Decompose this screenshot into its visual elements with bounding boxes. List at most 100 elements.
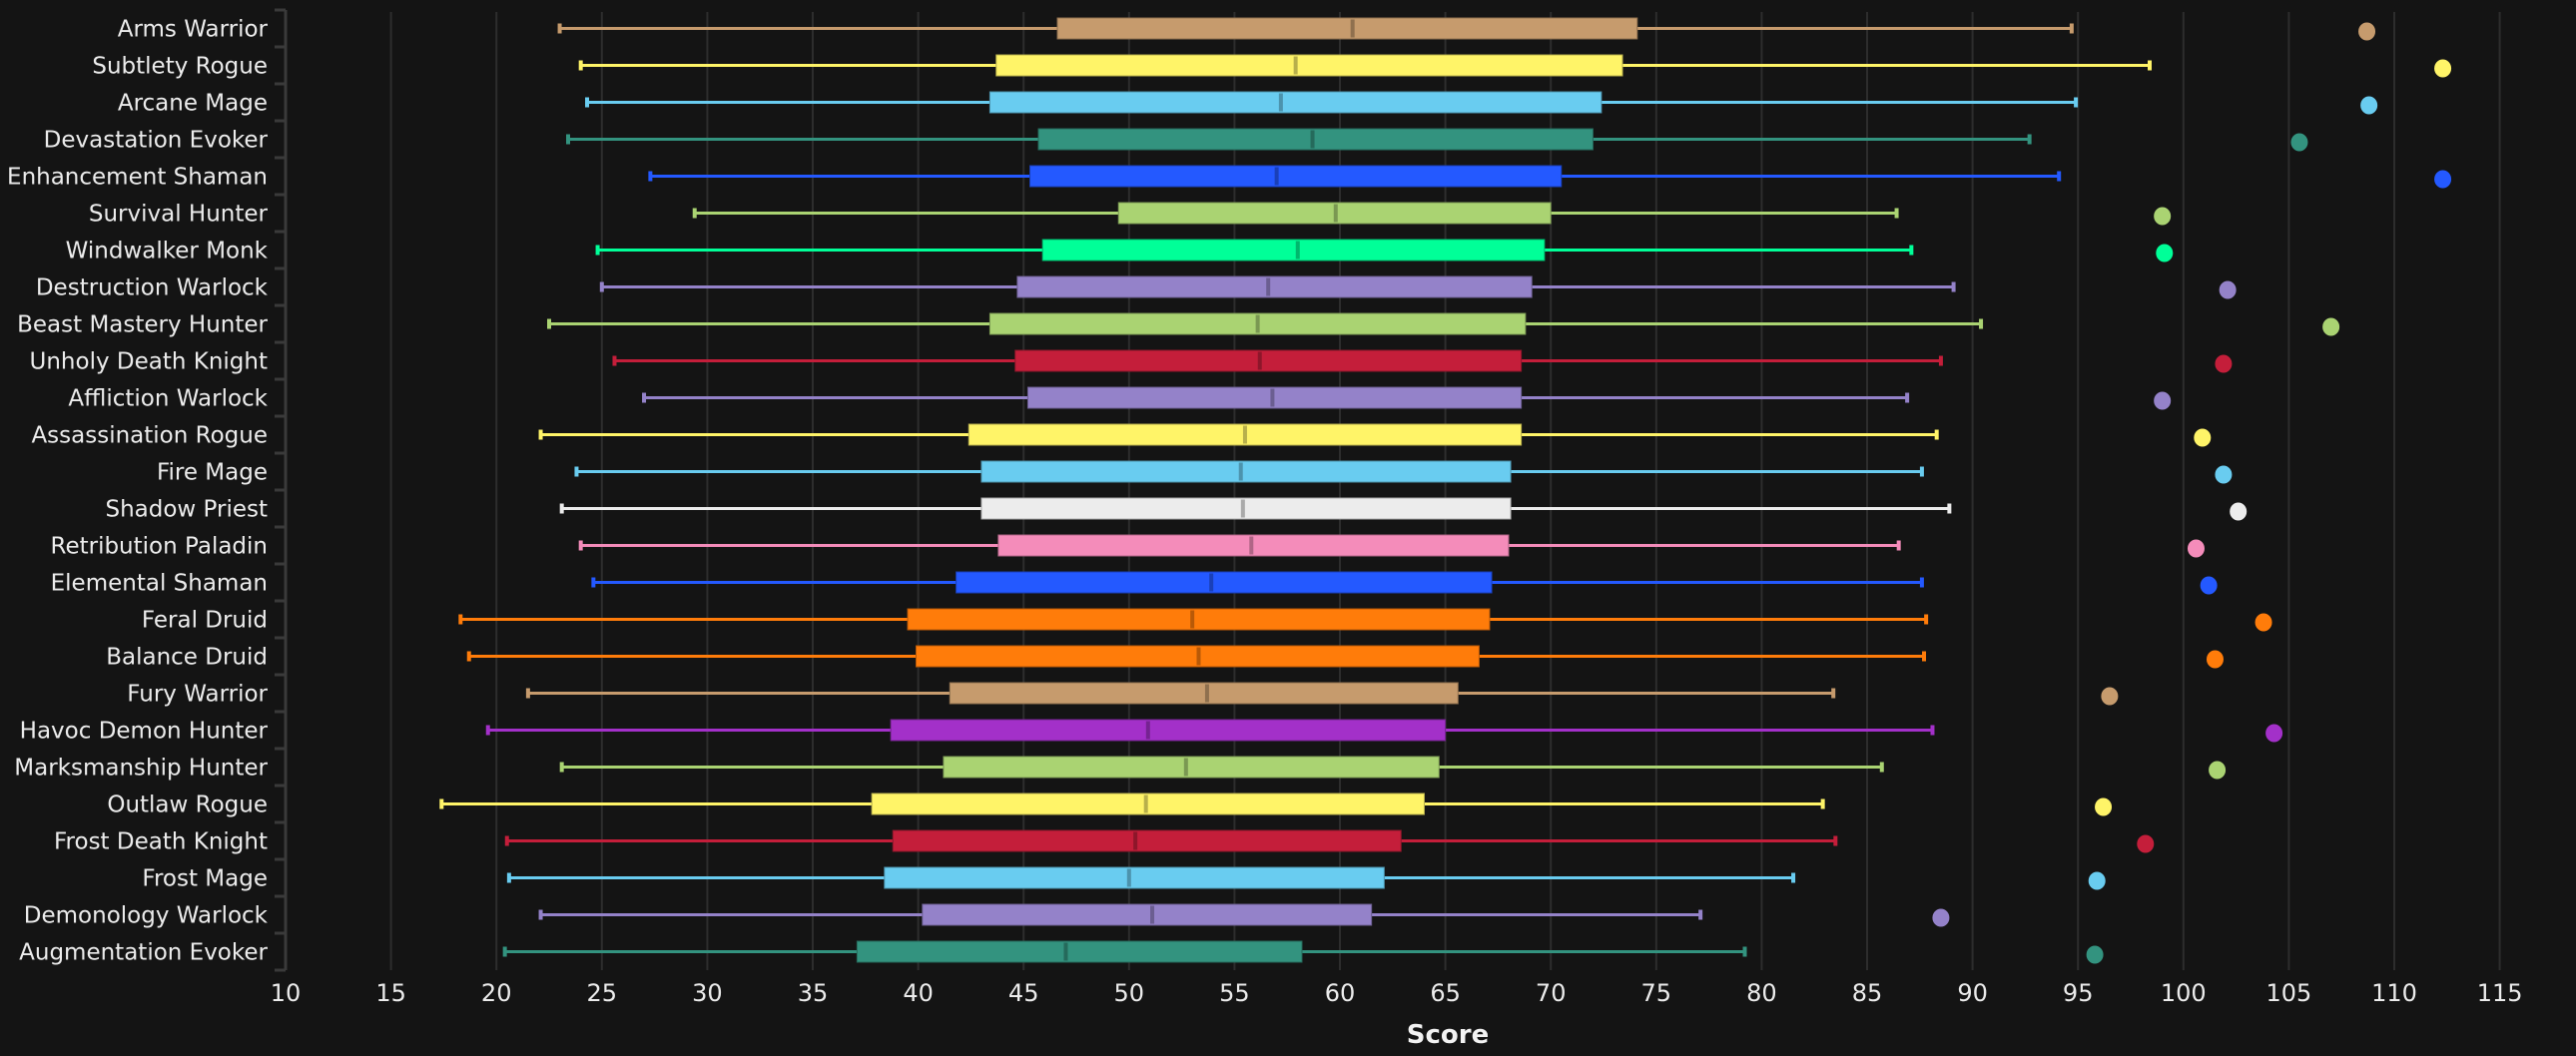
whisker-cap-low bbox=[612, 355, 617, 366]
whisker-cap-low bbox=[574, 466, 579, 477]
category-label: Havoc Demon Hunter bbox=[20, 719, 269, 745]
whisker-cap-high bbox=[1894, 208, 1899, 219]
x-tick-label: 95 bbox=[2063, 979, 2094, 1007]
outlier-dot bbox=[2156, 244, 2174, 263]
category-label: Retribution Paladin bbox=[51, 534, 269, 560]
whisker-cap-high bbox=[1791, 872, 1796, 883]
whisker-cap-low bbox=[538, 909, 543, 920]
whisker-cap-low bbox=[578, 60, 583, 71]
whisker-cap-high bbox=[1742, 946, 1747, 957]
iqr-box bbox=[1037, 128, 1594, 151]
box-row: Retribution Paladin bbox=[51, 534, 2205, 560]
y-axis bbox=[275, 8, 288, 972]
whisker-cap-high bbox=[1919, 466, 1924, 477]
whisker-cap-high bbox=[1909, 245, 1914, 256]
outlier-dot bbox=[2360, 96, 2378, 115]
whisker-cap-low bbox=[557, 23, 562, 34]
whisker-cap-low bbox=[439, 798, 444, 809]
whisker-cap-high bbox=[1924, 614, 1929, 625]
iqr-box bbox=[1041, 239, 1546, 262]
whisker-cap-high bbox=[1934, 429, 1939, 440]
x-tick-label: 15 bbox=[375, 979, 406, 1007]
iqr-box bbox=[907, 608, 1491, 631]
whisker-cap-high bbox=[1919, 577, 1924, 588]
x-tick-label: 90 bbox=[1957, 979, 1988, 1007]
whisker-cap-low bbox=[692, 208, 697, 219]
whisker-cap-low bbox=[595, 245, 600, 256]
box-row: Fire Mage bbox=[157, 460, 2233, 486]
category-label: Arms Warrior bbox=[118, 17, 269, 43]
x-axis-title: Score bbox=[1407, 1020, 1489, 1050]
whisker-cap-low bbox=[578, 540, 583, 551]
outlier-dot bbox=[2206, 650, 2224, 669]
iqr-box bbox=[892, 829, 1402, 852]
box-row: Outlaw Rogue bbox=[107, 792, 2113, 818]
x-tick-label: 100 bbox=[2161, 979, 2207, 1007]
iqr-box bbox=[922, 903, 1373, 926]
outlier-dot bbox=[2086, 945, 2104, 964]
box-row: Arms Warrior bbox=[118, 17, 2376, 43]
outlier-dot bbox=[2254, 613, 2272, 632]
whisker-cap-low bbox=[525, 688, 530, 699]
category-label: Demonology Warlock bbox=[24, 903, 269, 929]
box-row: Frost Death Knight bbox=[54, 829, 2155, 855]
whisker-cap-low bbox=[559, 503, 564, 514]
x-tick-label: 55 bbox=[1219, 979, 1250, 1007]
whisker-cap-low bbox=[506, 872, 511, 883]
whisker-cap-high bbox=[1922, 651, 1927, 662]
outlier-dot bbox=[2101, 687, 2119, 706]
x-tick-label: 35 bbox=[798, 979, 829, 1007]
outlier-dot bbox=[2230, 502, 2248, 521]
whisker-cap-high bbox=[1905, 392, 1910, 403]
x-tick-label: 40 bbox=[903, 979, 934, 1007]
box-row: Havoc Demon Hunter bbox=[20, 719, 2283, 745]
iqr-box bbox=[871, 792, 1425, 815]
box-row: Shadow Priest bbox=[105, 497, 2248, 523]
category-label: Arcane Mage bbox=[118, 91, 268, 117]
category-label: Balance Druid bbox=[106, 645, 268, 671]
whisker-cap-high bbox=[1947, 503, 1952, 514]
iqr-box bbox=[1029, 165, 1563, 188]
iqr-box bbox=[1056, 17, 1638, 40]
category-label: Devastation Evoker bbox=[44, 128, 269, 154]
outlier-dot bbox=[2219, 280, 2237, 299]
category-label: Survival Hunter bbox=[89, 202, 269, 228]
iqr-box bbox=[1014, 349, 1523, 372]
x-tick-label: 115 bbox=[2477, 979, 2523, 1007]
whisker-cap-low bbox=[504, 835, 509, 846]
x-tick-label: 75 bbox=[1641, 979, 1672, 1007]
whisker-cap-high bbox=[1833, 835, 1838, 846]
box-row: Demonology Warlock bbox=[24, 903, 1950, 929]
box-row: Frost Mage bbox=[142, 866, 2106, 892]
outlier-dot bbox=[2200, 576, 2218, 595]
whisker-cap-low bbox=[599, 281, 604, 292]
category-label: Affliction Warlock bbox=[68, 386, 268, 412]
x-gridlines bbox=[389, 12, 2501, 970]
outlier-dot bbox=[2434, 170, 2452, 189]
whisker-cap-low bbox=[547, 318, 551, 329]
outlier-dot bbox=[2154, 391, 2172, 410]
x-tick-label: 60 bbox=[1325, 979, 1356, 1007]
whisker-cap-high bbox=[1930, 725, 1935, 736]
whisker-cap-low bbox=[502, 946, 507, 957]
box-row: Subtlety Rogue bbox=[92, 54, 2452, 80]
category-label: Fury Warrior bbox=[127, 682, 268, 708]
x-tick-label: 85 bbox=[1852, 979, 1883, 1007]
x-tick-label: 80 bbox=[1746, 979, 1777, 1007]
x-tick-label: 30 bbox=[692, 979, 723, 1007]
whisker-cap-low bbox=[559, 762, 564, 773]
box-row: Survival Hunter bbox=[89, 202, 2172, 228]
whisker-cap-low bbox=[485, 725, 490, 736]
outlier-dot bbox=[2434, 59, 2452, 78]
outlier-dot bbox=[2265, 724, 2283, 743]
iqr-box bbox=[949, 682, 1459, 705]
iqr-box bbox=[856, 940, 1303, 963]
category-label: Fire Mage bbox=[157, 460, 268, 486]
category-label: Unholy Death Knight bbox=[30, 349, 268, 375]
iqr-box bbox=[1026, 386, 1523, 409]
x-tick-label: 50 bbox=[1114, 979, 1145, 1007]
outlier-dot bbox=[2154, 207, 2172, 226]
category-label: Beast Mastery Hunter bbox=[17, 312, 268, 338]
outlier-dot bbox=[2290, 133, 2308, 152]
